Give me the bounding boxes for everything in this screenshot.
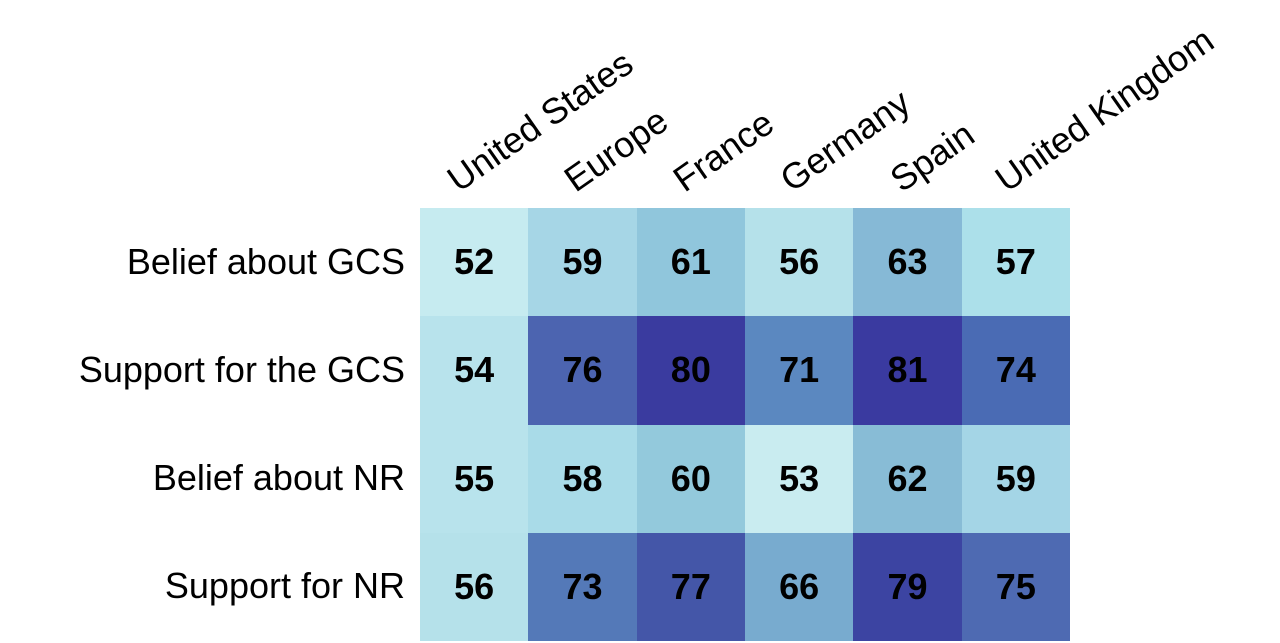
heatmap-cell: 58 — [528, 424, 637, 533]
heatmap-grid: 52 59 61 56 63 57 54 76 80 71 81 74 55 5… — [420, 208, 1070, 641]
column-label: Spain — [882, 113, 982, 200]
heatmap-cell: 74 — [961, 316, 1070, 425]
row-label: Support for the GCS — [78, 349, 405, 390]
heatmap-cell: 59 — [528, 208, 637, 317]
heatmap-cell: 77 — [636, 532, 745, 641]
heatmap-cell: 62 — [853, 424, 962, 533]
heatmap-cell: 79 — [853, 532, 962, 641]
heatmap-cell: 75 — [961, 532, 1070, 641]
heatmap-cell: 61 — [636, 208, 745, 317]
row-label: Support for NR — [164, 565, 405, 606]
heatmap-cell: 57 — [961, 208, 1070, 317]
heatmap-cell: 81 — [853, 316, 962, 425]
heatmap-cell: 56 — [420, 532, 529, 641]
heatmap-cell: 52 — [420, 208, 529, 317]
column-label: United Kingdom — [987, 19, 1221, 200]
heatmap-cell: 56 — [745, 208, 854, 317]
heatmap-cell: 80 — [636, 316, 745, 425]
heatmap-cell: 71 — [745, 316, 854, 425]
row-label: Belief about NR — [152, 457, 405, 498]
column-label: France — [665, 101, 781, 200]
heatmap-cell: 53 — [745, 424, 854, 533]
row-label: Belief about GCS — [126, 241, 405, 282]
heatmap-cell: 66 — [745, 532, 854, 641]
heatmap-cell: 54 — [420, 316, 529, 425]
heatmap-cell: 59 — [961, 424, 1070, 533]
heatmap-cell: 60 — [636, 424, 745, 533]
heatmap-cell: 63 — [853, 208, 962, 317]
heatmap-cell: 55 — [420, 424, 529, 533]
heatmap-cell: 76 — [528, 316, 637, 425]
heatmap-cell: 73 — [528, 532, 637, 641]
